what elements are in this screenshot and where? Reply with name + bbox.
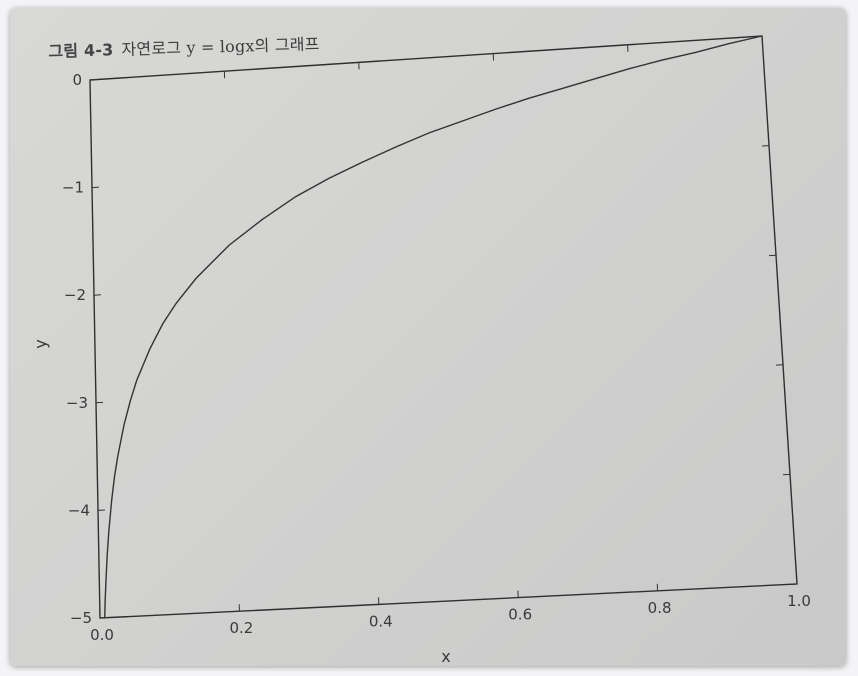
y-tick-label: −1 — [62, 179, 84, 197]
plot-frame — [89, 35, 798, 619]
book-page-photo: 그림 4-3 자연로그 y = logx의 그래프 0.0 0.2 0.4 0.6 0.8… — [10, 8, 846, 666]
series-line-log — [104, 35, 763, 618]
y-axis-label: y — [31, 339, 50, 348]
x-tick-label: 0.4 — [369, 612, 393, 630]
y-tick-label: 0 — [72, 71, 82, 89]
y-tick-label: −5 — [70, 609, 92, 627]
x-axis-label: x — [441, 647, 450, 666]
tick-marks — [89, 35, 798, 619]
tick-labels: 0.0 0.2 0.4 0.6 0.8 1.0 0 −1 −2 −3 −4 −5 — [62, 71, 811, 644]
chart: 0.0 0.2 0.4 0.6 0.8 1.0 0 −1 −2 −3 −4 −5 x y — [31, 35, 811, 666]
y-tick-label: −3 — [66, 394, 88, 412]
x-tick-label: 0.0 — [90, 626, 114, 644]
y-tick-label: −2 — [64, 286, 86, 304]
x-tick-label: 0.8 — [648, 599, 672, 617]
x-tick-label: 0.2 — [229, 619, 253, 637]
x-tick-label: 1.0 — [787, 592, 811, 610]
y-tick-label: −4 — [68, 501, 90, 519]
x-tick-label: 0.6 — [508, 606, 532, 624]
